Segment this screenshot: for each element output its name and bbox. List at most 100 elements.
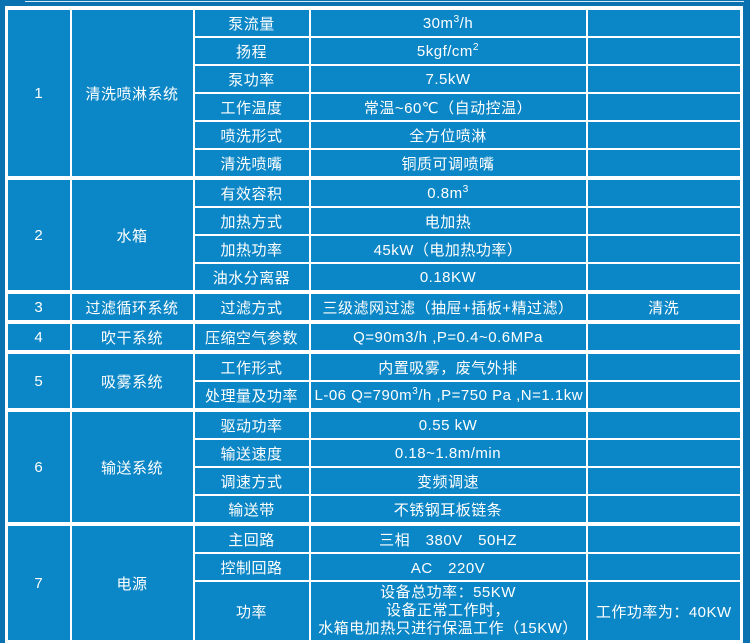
remark-cell [585, 36, 743, 66]
value-cell: 0.18KW [308, 262, 588, 293]
table-row: 4 吹干系统 压缩空气参数 Q=90m3/h ,P=0.4~0.6MPa [5, 320, 743, 353]
param-cell: 油水分离器 [192, 262, 311, 293]
param-cell: 输送速度 [192, 438, 311, 468]
value-cell: 内置吸雾，废气外排 [308, 350, 588, 382]
param-cell: 输送带 [192, 494, 311, 525]
remark-cell [585, 6, 743, 38]
value-cell: 7.5kW [308, 64, 588, 94]
value-line: 设备总功率：55KW [380, 584, 516, 601]
value-cell: 0.55 kW [308, 408, 588, 440]
param-cell: 工作温度 [192, 92, 311, 122]
system-name-cell: 电源 [69, 522, 195, 643]
table-row: 3 过滤循环系统 过滤方式 三级滤网过滤（抽屉+插板+精过滤） 清洗 [5, 290, 743, 323]
row-number-cell: 4 [5, 320, 72, 353]
table-row: 调速方式 变频调速 [7, 466, 743, 496]
remark-cell [585, 438, 743, 468]
value-cell: 45kW（电加热功率） [308, 234, 588, 264]
param-cell: 泵流量 [192, 6, 311, 38]
remark-cell [585, 380, 743, 411]
value-cell: 设备总功率：55KW 设备正常工作时， 水箱电加热只进行保温工作（15KW） [308, 580, 588, 643]
value-cell: 5kgf/cm2 [308, 36, 588, 66]
table-row: 扬程 5kgf/cm2 [7, 36, 743, 66]
row-number-cell: 5 [5, 350, 72, 411]
table-row: 喷洗形式 全方位喷淋 [7, 120, 743, 150]
param-cell: 加热方式 [192, 206, 311, 236]
remark-cell [585, 120, 743, 150]
value-cell: 常温~60℃（自动控温） [308, 92, 588, 122]
remark-cell: 工作功率为：40KW [585, 580, 743, 643]
remark-cell [585, 466, 743, 496]
value-cell: 铜质可调喷嘴 [308, 148, 588, 179]
value-cell: 30m3/h [308, 6, 588, 38]
remark-cell [585, 176, 743, 208]
remark-cell [585, 350, 743, 382]
row-number-cell: 3 [5, 290, 72, 323]
system-name-cell: 清洗喷淋系统 [69, 6, 195, 179]
param-cell: 有效容积 [192, 176, 311, 208]
system-name-cell: 水箱 [69, 176, 195, 293]
table-row: 7 电源 主回路 三相 380V 50HZ [5, 522, 743, 643]
remark-cell: 清洗 [585, 290, 743, 323]
value-line: 水箱电加热只进行保温工作（15KW） [318, 620, 578, 637]
value-cell: Q=90m3/h ,P=0.4~0.6MPa [308, 320, 588, 353]
table-row: 油水分离器 0.18KW [7, 262, 743, 293]
value-cell: L-06 Q=790m3/h ,P=750 Pa ,N=1.1kw [308, 380, 588, 411]
row-number-cell: 2 [5, 176, 72, 293]
table-row: 5 吸雾系统 工作形式 内置吸雾，废气外排 [5, 350, 743, 411]
value-cell: 三相 380V 50HZ [308, 522, 588, 554]
remark-cell [585, 408, 743, 440]
param-cell: 工作形式 [192, 350, 311, 382]
value-cell: 不锈钢耳板链条 [308, 494, 588, 525]
remark-cell [585, 494, 743, 525]
row-number-cell: 1 [5, 6, 72, 179]
value-cell: 全方位喷淋 [308, 120, 588, 150]
param-cell: 调速方式 [192, 466, 311, 496]
remark-cell [585, 552, 743, 582]
param-cell: 控制回路 [192, 552, 311, 582]
table-row: 6 输送系统 驱动功率 0.55 kW [5, 408, 743, 525]
param-cell: 处理量及功率 [192, 380, 311, 411]
system-name-cell: 吸雾系统 [69, 350, 195, 411]
param-cell: 清洗喷嘴 [192, 148, 311, 179]
row-number-cell: 6 [5, 408, 72, 525]
table-row: 1 清洗喷淋系统 泵流量 30m3/h [5, 6, 743, 179]
table-row: 工作温度 常温~60℃（自动控温） [7, 92, 743, 122]
spec-table: 1 清洗喷淋系统 泵流量 30m3/h 扬程 5kgf/cm2 泵功率 7.5kW 工作温度 常温… [5, 6, 743, 643]
spec-table-body: 1 清洗喷淋系统 泵流量 30m3/h 扬程 5kgf/cm2 泵功率 7.5kW 工作温度 常温… [5, 6, 743, 643]
remark-cell [585, 64, 743, 94]
table-row: 泵功率 7.5kW [7, 64, 743, 94]
remark-cell [585, 92, 743, 122]
remark-cell [585, 522, 743, 554]
remark-cell [585, 148, 743, 179]
remark-cell [585, 234, 743, 264]
table-row: 输送带 不锈钢耳板链条 [7, 494, 743, 525]
table-row: 清洗喷嘴 铜质可调喷嘴 [7, 148, 743, 179]
table-row: 输送速度 0.18~1.8m/min [7, 438, 743, 468]
param-cell: 过滤方式 [192, 290, 311, 323]
value-cell: 三级滤网过滤（抽屉+插板+精过滤） [308, 290, 588, 323]
param-cell: 加热功率 [192, 234, 311, 264]
system-name-cell: 输送系统 [69, 408, 195, 525]
remark-cell [585, 262, 743, 293]
value-cell: 0.8m3 [308, 176, 588, 208]
remark-cell [585, 320, 743, 353]
table-row: 处理量及功率 L-06 Q=790m3/h ,P=750 Pa ,N=1.1kw [7, 380, 743, 411]
param-cell: 功率 [192, 580, 311, 643]
row-number-cell: 7 [5, 522, 72, 643]
value-cell: 电加热 [308, 206, 588, 236]
value-cell: 0.18~1.8m/min [308, 438, 588, 468]
table-row: 加热方式 电加热 [7, 206, 743, 236]
system-name-cell: 过滤循环系统 [69, 290, 195, 323]
table-row: 加热功率 45kW（电加热功率） [7, 234, 743, 264]
value-cell: 变频调速 [308, 466, 588, 496]
remark-cell [585, 206, 743, 236]
param-cell: 驱动功率 [192, 408, 311, 440]
param-cell: 泵功率 [192, 64, 311, 94]
table-row: 2 水箱 有效容积 0.8m3 [5, 176, 743, 293]
param-cell: 压缩空气参数 [192, 320, 311, 353]
top-crop-line [25, 1, 744, 2]
param-cell: 主回路 [192, 522, 311, 554]
system-name-cell: 吹干系统 [69, 320, 195, 353]
param-cell: 喷洗形式 [192, 120, 311, 150]
spec-sheet-page: 1 清洗喷淋系统 泵流量 30m3/h 扬程 5kgf/cm2 泵功率 7.5kW 工作温度 常温… [5, 1, 744, 643]
